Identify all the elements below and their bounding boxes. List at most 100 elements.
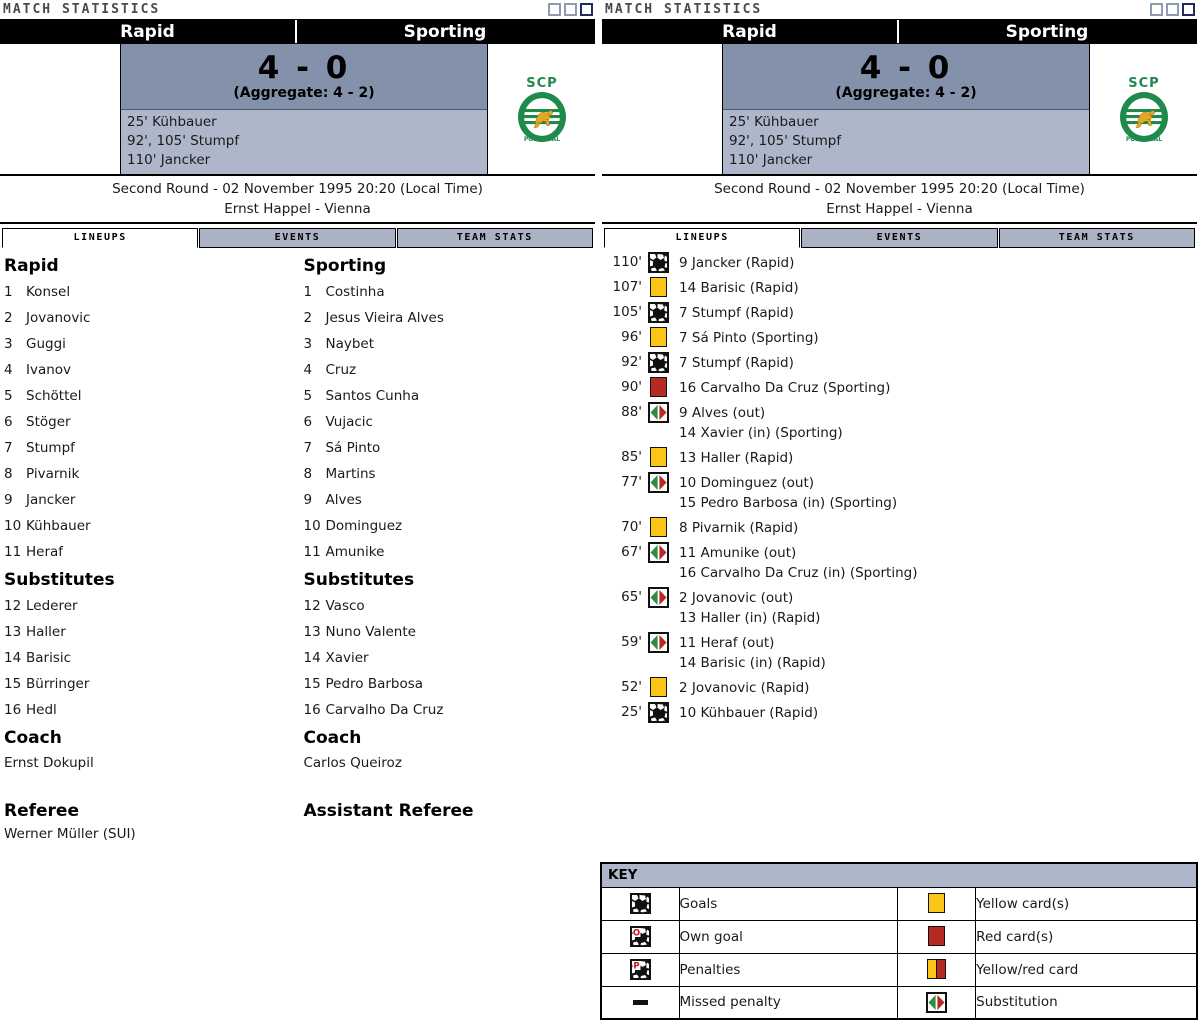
key-own-goal-icon: O — [600, 919, 680, 954]
player-number: 10 — [4, 518, 22, 535]
key-red-card-icon — [897, 919, 977, 954]
event-substitution-icon — [648, 541, 669, 563]
player-number: 9 — [4, 492, 13, 509]
player-name: Dominguez — [325, 518, 403, 535]
close-button[interactable] — [1182, 3, 1195, 16]
starter-row: 8 Pivarnik — [4, 462, 299, 488]
key-row: Goals Yellow card(s) — [600, 886, 1198, 921]
player-number: 15 — [303, 675, 321, 692]
away-team-name: Sporting — [297, 20, 593, 43]
event-row: 92' 7 Stumpf (Rapid) — [602, 351, 1197, 373]
match-round-date: Second Round - 02 November 1995 20:20 (L… — [714, 181, 1085, 198]
starter-row: 4 Ivanov — [4, 358, 299, 384]
player-number: 8 — [4, 466, 13, 483]
tab-events[interactable]: EVENTS — [801, 227, 998, 248]
starter-row: 10 Kühbauer — [4, 514, 299, 540]
svg-text:P: P — [633, 962, 639, 972]
events-section: 110' 9 Jancker (Rapid) 107' 14 Barisic (… — [602, 248, 1197, 723]
event-minute: 107' — [612, 278, 642, 295]
svg-text:PORTUGAL: PORTUGAL — [523, 136, 559, 143]
event-row: 110' 9 Jancker (Rapid) — [602, 251, 1197, 273]
event-goal-icon — [648, 251, 669, 273]
key-substitution-icon — [897, 985, 977, 1020]
player-number: 3 — [303, 336, 313, 353]
event-description: 9 Jancker (Rapid) — [679, 252, 794, 273]
event-yellow-card-icon — [648, 326, 669, 348]
player-name: Xavier — [325, 649, 369, 666]
substitute-row: 12 Lederer — [4, 594, 299, 620]
tab-lineups[interactable]: LINEUPS — [604, 227, 801, 248]
substitute-row: 16 Hedl — [4, 698, 299, 724]
tab-lineups[interactable]: LINEUPS — [2, 227, 199, 248]
player-number: 15 — [4, 675, 22, 692]
coach-heading: Coach — [303, 727, 362, 748]
player-name: Pedro Barbosa — [325, 675, 424, 692]
player-number: 2 — [303, 310, 313, 327]
event-minute: 65' — [621, 588, 642, 605]
minimize-button[interactable] — [1150, 3, 1163, 16]
yellow-card-icon — [928, 893, 946, 913]
yellow-card-icon — [650, 326, 667, 347]
goal-icon — [648, 701, 669, 723]
svg-text:SCP: SCP — [526, 76, 557, 91]
yellow-card-icon — [650, 446, 667, 467]
key-header-row: KEY — [600, 862, 1198, 888]
yellow-card-icon — [650, 676, 667, 697]
event-description: 7 Stumpf (Rapid) — [679, 302, 794, 323]
event-line: 7 Stumpf (Rapid) — [679, 304, 794, 321]
starter-row: 9 Alves — [303, 488, 595, 514]
player-number: 1 — [4, 284, 13, 301]
minimize-button[interactable] — [548, 3, 561, 16]
player-number: 6 — [303, 414, 313, 431]
player-name: Heraf — [26, 544, 64, 561]
maximize-button[interactable] — [564, 3, 577, 16]
player-number: 1 — [303, 284, 313, 301]
event-line: 14 Barisic (Rapid) — [679, 279, 799, 296]
key-title: KEY — [600, 862, 1198, 888]
player-number: 11 — [4, 544, 22, 561]
event-line: 16 Carvalho Da Cruz (Sporting) — [679, 379, 891, 396]
starter-row: 2 Jesus Vieira Alves — [303, 306, 595, 332]
own-goal-icon: O — [629, 926, 651, 947]
tab-bar: LINEUPS EVENTS TEAM STATS — [0, 227, 595, 248]
penalty-icon: P — [629, 959, 651, 980]
window-buttons — [548, 3, 593, 16]
player-name: Hedl — [26, 701, 57, 718]
player-number: 16 — [303, 701, 321, 718]
player-number: 12 — [303, 597, 321, 614]
assistant-referee-heading: Assistant Referee — [303, 800, 474, 821]
key-label: Substitution — [975, 985, 1198, 1020]
window-titlebar: MATCH STATISTICS — [0, 0, 595, 19]
event-description: 13 Haller (Rapid) — [679, 447, 793, 468]
score-value: 4 - 0 — [257, 49, 351, 86]
player-number: 14 — [4, 649, 22, 666]
key-label: Penalties — [678, 952, 899, 987]
goal-icon — [648, 251, 669, 273]
referee-block: Referee Werner Müller (SUI) — [4, 799, 299, 845]
maximize-button[interactable] — [1166, 3, 1179, 16]
player-name: Martins — [325, 466, 376, 483]
tab-team-stats[interactable]: TEAM STATS — [396, 227, 593, 248]
player-number: 5 — [4, 388, 13, 405]
away-team-name: Sporting — [899, 20, 1195, 43]
event-row: 85' 13 Haller (Rapid) — [602, 446, 1197, 468]
substitute-row: 14 Barisic — [4, 646, 299, 672]
player-number: 12 — [4, 597, 22, 614]
team-name-bar: Rapid Sporting — [0, 19, 595, 44]
event-yellow-card-icon — [648, 676, 669, 698]
tab-events[interactable]: EVENTS — [199, 227, 396, 248]
svg-text:PORTUGAL: PORTUGAL — [1125, 136, 1161, 143]
event-minute: 88' — [621, 403, 642, 420]
event-substitution-icon — [648, 631, 669, 653]
player-number: 4 — [303, 362, 313, 379]
player-number: 14 — [303, 649, 321, 666]
event-minute: 92' — [621, 353, 642, 370]
scorers-list: 25' Kühbauer 92', 105' Stumpf 110' Jancker — [121, 110, 487, 175]
event-line: 10 Dominguez (out) — [679, 474, 815, 491]
event-row: 70' 8 Pivarnik (Rapid) — [602, 516, 1197, 538]
tab-team-stats[interactable]: TEAM STATS — [998, 227, 1195, 248]
close-button[interactable] — [580, 3, 593, 16]
sporting-crest-icon: SCP PORTUGAL — [1119, 76, 1168, 143]
match-venue: Ernst Happel - Vienna — [826, 200, 973, 217]
red-card-icon — [650, 376, 667, 397]
